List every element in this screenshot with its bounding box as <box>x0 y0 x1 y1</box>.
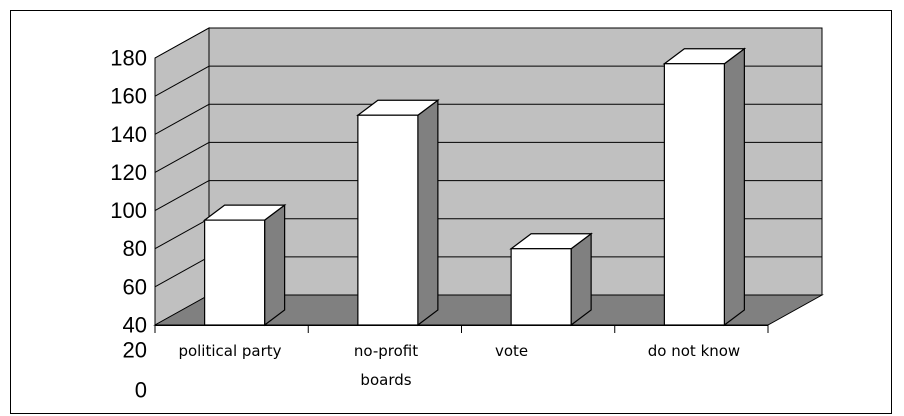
gridline-side <box>154 256 210 288</box>
y-tick-label: 20 <box>123 338 147 363</box>
y-tick-label: 60 <box>123 274 147 299</box>
x-tick-label: political party <box>178 342 281 360</box>
bar-political-party <box>202 203 287 327</box>
bar-front <box>204 219 266 326</box>
gridline-side <box>154 141 210 173</box>
bar-front <box>357 114 419 326</box>
y-tick-label: 180 <box>110 46 147 71</box>
side-wall <box>154 27 210 326</box>
bar-side <box>264 203 286 327</box>
gridline-side <box>154 218 210 250</box>
bar-side <box>417 99 439 327</box>
y-tick-label: 80 <box>123 236 147 261</box>
y-tick-label: 140 <box>110 122 147 147</box>
x-tick-label: do not know <box>648 342 740 360</box>
gridline-side <box>154 180 210 212</box>
x-tick-label: boards <box>360 371 411 389</box>
y-tick-label: 120 <box>110 160 147 185</box>
bar-vote <box>509 232 593 327</box>
x-tick-label: no-profit <box>354 342 418 360</box>
bar-front <box>663 63 725 326</box>
bar-side <box>723 47 745 327</box>
y-tick-label: 100 <box>110 198 147 223</box>
x-axis: political party no-profit boards vote do not… <box>154 325 769 389</box>
y-tick-label: 160 <box>110 84 147 109</box>
gridline-side <box>154 65 210 97</box>
bar-do-not-know <box>662 47 747 327</box>
y-tick-label: 0 <box>135 378 147 403</box>
bars <box>202 47 747 327</box>
gridline-side <box>154 103 210 135</box>
gridline-side <box>154 27 210 59</box>
y-tick-label: 40 <box>123 313 147 338</box>
bar-no-profit-boards <box>356 99 440 327</box>
bar-side <box>570 232 592 327</box>
bar-front <box>510 248 572 326</box>
x-tick-label: vote <box>495 342 528 360</box>
